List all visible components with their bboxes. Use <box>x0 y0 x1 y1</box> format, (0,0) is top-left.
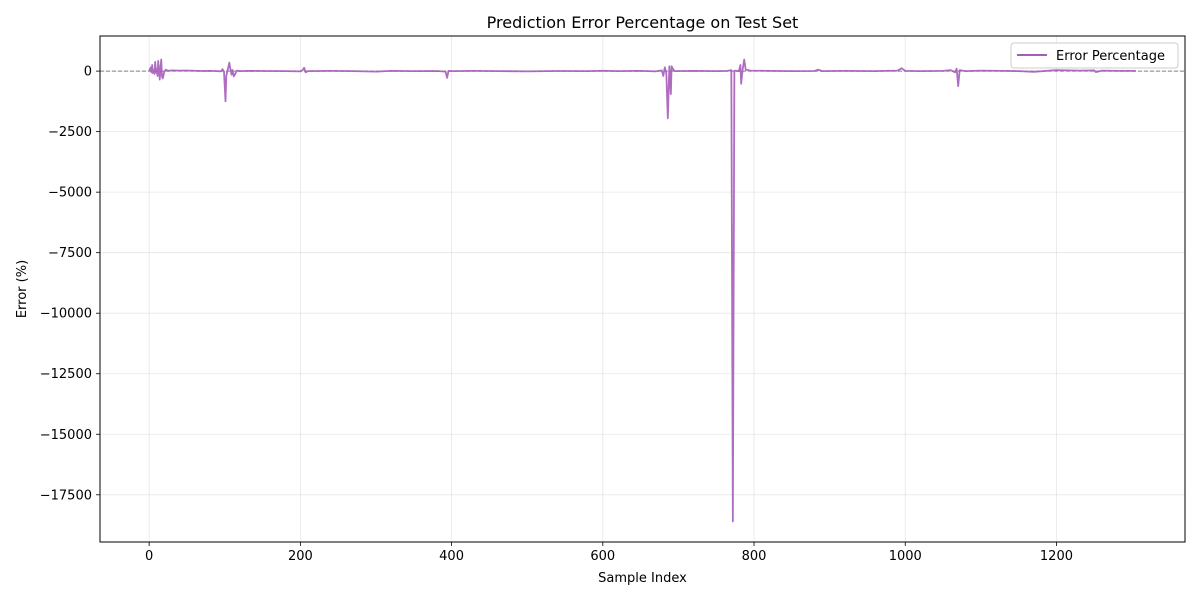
grid <box>100 36 1185 542</box>
x-tick-label: 600 <box>590 549 615 564</box>
legend: Error Percentage <box>1010 42 1179 69</box>
x-tick-label: 1000 <box>889 549 922 564</box>
y-tick-label: 0 <box>84 65 92 80</box>
series-layer <box>148 58 1136 523</box>
y-axis-label: Error (%) <box>15 260 30 318</box>
x-tick-label: 800 <box>742 549 767 564</box>
y-axis-ticks: 0 −2500 −5000 −7500 −10000 −12500 −15000 −17500 <box>40 65 100 503</box>
x-tick-label: 1200 <box>1040 549 1073 564</box>
y-tick-label: −10000 <box>40 307 92 322</box>
y-tick-label: −17500 <box>40 488 92 503</box>
plot-area-frame <box>99 35 1186 543</box>
chart-title: Prediction Error Percentage on Test Set <box>487 13 799 32</box>
legend-label: Error Percentage <box>1056 49 1165 64</box>
legend-box <box>1010 42 1179 69</box>
series-line-error-percentage <box>148 58 1136 523</box>
y-tick-label: −5000 <box>48 186 92 201</box>
y-tick-label: −2500 <box>48 125 92 140</box>
y-tick-label: −15000 <box>40 428 92 443</box>
x-axis-ticks: 0 200 400 600 800 1000 1200 <box>145 542 1073 564</box>
y-tick-label: −12500 <box>40 367 92 382</box>
x-tick-label: 0 <box>145 549 153 564</box>
y-tick-label: −7500 <box>48 246 92 261</box>
x-tick-label: 400 <box>439 549 464 564</box>
x-axis-label: Sample Index <box>598 571 687 586</box>
x-tick-label: 200 <box>288 549 313 564</box>
